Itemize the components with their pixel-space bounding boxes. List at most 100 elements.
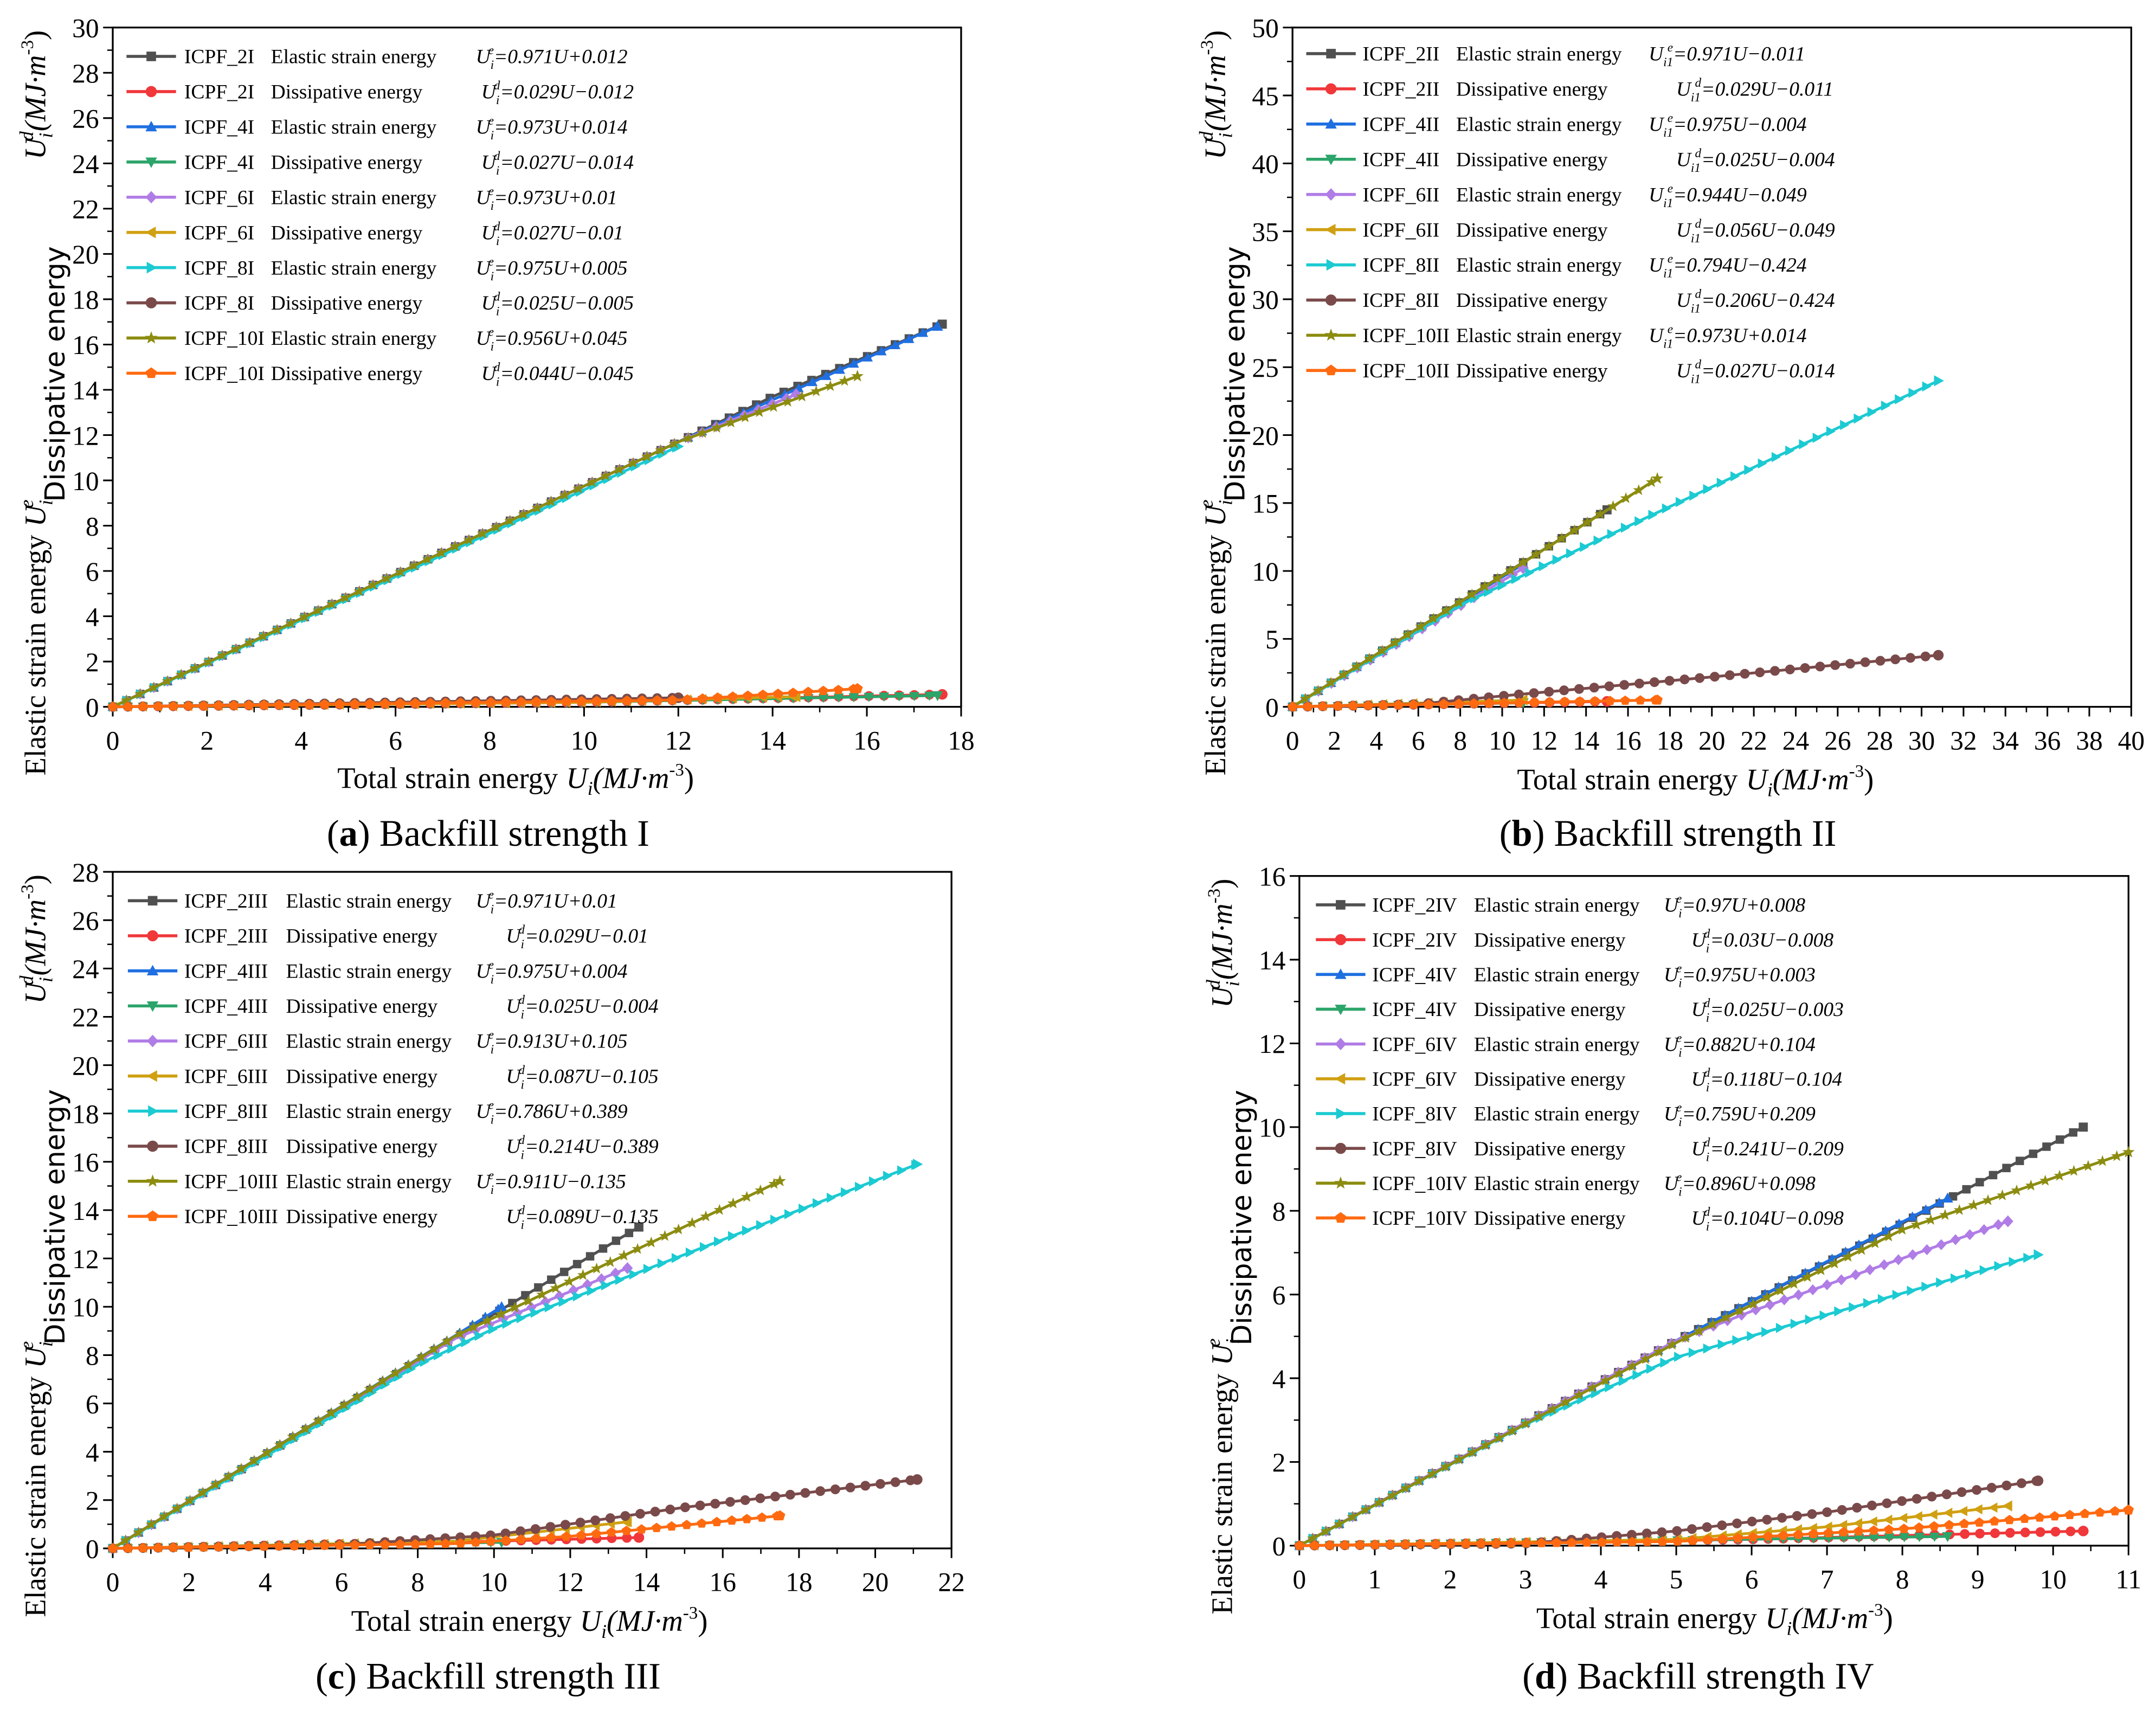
legend-item[interactable]: ICPF_4II Elastic strain energy Ui1e​=0.975… xyxy=(1306,111,1807,140)
circle-marker xyxy=(1589,683,1599,693)
diamond-marker xyxy=(145,191,157,204)
legend-item[interactable]: ICPF_6IV Dissipative energy Uid​=0.118U−0.… xyxy=(1316,1066,1842,1095)
legend-item[interactable]: ICPF_10I Dissipative energy Uid​=0.044U−0.… xyxy=(126,361,634,389)
symbol-var: U xyxy=(476,187,492,209)
y-axis-label-overlay: Dissipative energy xyxy=(1219,246,1251,502)
circle-marker xyxy=(1559,685,1569,696)
diamond-marker xyxy=(1750,1304,1761,1316)
caption-title: Backfill strength III xyxy=(366,1656,661,1697)
legend-item[interactable]: ICPF_6II Elastic strain energy Ui1e​=0.944… xyxy=(1306,182,1807,210)
equation-rhs: =0.206U−0.424 xyxy=(1701,290,1835,312)
symbol-sup: e xyxy=(488,255,494,269)
legend-item[interactable]: ICPF_8II Dissipative energy Ui1d​=0.206U−0… xyxy=(1306,287,1835,316)
triangle-down-marker xyxy=(1335,1005,1347,1015)
x-tick-label: 36 xyxy=(2034,725,2061,755)
pentagon-marker xyxy=(471,1537,481,1547)
pentagon-marker xyxy=(637,695,647,705)
legend-item[interactable]: ICPF_4IV Elastic strain energy Uie​=0.975U… xyxy=(1316,961,1816,990)
series-line xyxy=(1298,1253,2039,1547)
legend-item[interactable]: ICPF_4III Dissipative energy Uid​=0.025U−0… xyxy=(127,993,659,1022)
legend-item[interactable]: ICPF_2I Elastic strain energy Uie​=0.971U+… xyxy=(126,43,628,72)
pentagon-marker xyxy=(365,1539,375,1550)
legend-item[interactable]: ICPF_6III Elastic strain energy Uie​=0.913… xyxy=(127,1028,628,1057)
symbol-sup: e xyxy=(488,958,494,972)
legend-item[interactable]: ICPF_2II Elastic strain energy Ui1e​=0.971… xyxy=(1306,41,1805,69)
legend-item[interactable]: ICPF_8III Dissipative energy Uid​=0.214U−0… xyxy=(127,1133,659,1162)
circle-marker xyxy=(1747,1516,1757,1527)
triangle-down-marker xyxy=(146,1001,159,1012)
unit-exponent: -3 xyxy=(669,761,684,780)
legend-item[interactable]: ICPF_4III Elastic strain energy Uie​=0.975… xyxy=(127,958,628,987)
y-axis-label-elastic: Elastic strain energy Uie xyxy=(1195,499,1237,775)
legend-item[interactable]: ICPF_8II Elastic strain energy Ui1e​=0.794… xyxy=(1306,252,1807,281)
star-marker xyxy=(1666,1339,1678,1350)
pentagon-marker xyxy=(198,700,209,710)
star-marker xyxy=(351,1391,363,1402)
legend-item[interactable]: ICPF_8III Elastic strain energy Uie​=0.786… xyxy=(127,1098,628,1127)
star-marker xyxy=(2054,1169,2065,1181)
legend-energy-type: Elastic strain energy xyxy=(271,117,437,139)
circle-marker xyxy=(2016,1478,2026,1488)
legend-item[interactable]: ICPF_10III Elastic strain energy Uie​=0.91… xyxy=(127,1168,626,1197)
legend-item[interactable]: ICPF_6IV Elastic strain energy Uie​=0.882U… xyxy=(1316,1031,1816,1060)
symbol-sub: i1 xyxy=(1663,196,1673,210)
y-tick-label: 20 xyxy=(1252,421,1278,451)
y-tick-label: 12 xyxy=(1259,1029,1285,1059)
pentagon-marker xyxy=(1317,701,1328,711)
legend-item[interactable]: ICPF_4I Elastic strain energy Uie​=0.973U+… xyxy=(126,114,628,143)
legend-item[interactable]: ICPF_10IV Elastic strain energy Uie​=0.896… xyxy=(1316,1170,1816,1199)
legend-equation: Ui1e​=0.944U−0.049 xyxy=(1649,182,1807,210)
star-marker xyxy=(441,1335,453,1346)
star-marker xyxy=(300,1423,312,1434)
pentagon-marker xyxy=(591,696,602,705)
legend-sample-name: ICPF_10IV xyxy=(1372,1173,1467,1195)
legend-item[interactable]: ICPF_6I Dissipative energy Uid​=0.027U−0.0… xyxy=(126,220,623,248)
legend-energy-type: Elastic strain energy xyxy=(1456,43,1622,66)
legend-item[interactable]: ICPF_6I Elastic strain energy Uie​=0.973U+… xyxy=(126,184,617,213)
legend-item[interactable]: ICPF_4I Dissipative energy Uid​=0.027U−0.0… xyxy=(126,149,634,178)
symbol-sup: e xyxy=(1668,111,1673,125)
unit-close: ) xyxy=(684,761,694,794)
star-marker xyxy=(1594,508,1606,519)
star-marker xyxy=(2082,1160,2094,1171)
x-tick-label: 14 xyxy=(759,725,786,755)
symbol-var: U xyxy=(506,995,522,1018)
legend-item[interactable]: ICPF_2IV Dissipative energy Uid​=0.03U−0.0… xyxy=(1316,927,1833,955)
symbol-sup: e xyxy=(1195,499,1217,508)
star-marker xyxy=(604,1256,616,1267)
triangle-down-marker xyxy=(145,157,157,168)
symbol-sup: e xyxy=(488,888,494,902)
legend-item[interactable]: ICPF_8IV Dissipative energy Uid​=0.241U−0.… xyxy=(1316,1135,1844,1164)
legend-sample-name: ICPF_8IV xyxy=(1372,1103,1457,1126)
legend-item[interactable]: ICPF_8IV Elastic strain energy Uie​=0.759U… xyxy=(1316,1101,1816,1129)
legend-item[interactable]: ICPF_10I Elastic strain energy Uie​=0.956U… xyxy=(126,325,628,354)
legend-equation: Ui1e​=0.975U−0.004 xyxy=(1649,111,1807,140)
symbol-sub: i xyxy=(520,937,524,952)
pentagon-marker xyxy=(546,696,557,706)
legend-equation: Uid​=0.025U−0.004 xyxy=(506,993,658,1022)
legend-item[interactable]: ICPF_4IV Dissipative energy Uid​=0.025U−0.… xyxy=(1316,997,1844,1025)
legend-item[interactable]: ICPF_2IV Elastic strain energy Uie​=0.97U+… xyxy=(1316,892,1805,921)
legend-item[interactable]: ICPF_10IV Dissipative energy Uid​=0.104U−0… xyxy=(1316,1205,1844,1234)
y-axis-unit: (MJ·m xyxy=(1206,903,1239,980)
legend-item[interactable]: ICPF_2III Elastic strain energy Uie​=0.971… xyxy=(127,888,617,917)
legend-item[interactable]: ICPF_10III Dissipative energy Uid​=0.089U−… xyxy=(127,1204,659,1232)
y-tick-label: 30 xyxy=(1252,285,1278,315)
legend-item[interactable]: ICPF_8I Dissipative energy Uid​=0.025U−0.0… xyxy=(126,290,634,319)
star-marker xyxy=(210,1478,222,1490)
equation-rhs: =0.97U+0.008 xyxy=(1682,895,1805,917)
legend-item[interactable]: ICPF_8I Elastic strain energy Uie​=0.975U+… xyxy=(126,255,628,284)
legend-item[interactable]: ICPF_2II Dissipative energy Ui1d​=0.029U−0… xyxy=(1306,76,1833,105)
legend-item[interactable]: ICPF_4II Dissipative energy Ui1d​=0.025U−0… xyxy=(1306,146,1835,175)
symbol-var: U xyxy=(19,1345,52,1368)
legend-item[interactable]: ICPF_2I Dissipative energy Uid​=0.029U−0.0… xyxy=(126,79,634,107)
legend-item[interactable]: ICPF_2III Dissipative energy Uid​=0.029U−0… xyxy=(127,923,648,952)
triangle-up-marker xyxy=(848,358,859,368)
symbol-var: U xyxy=(1676,149,1692,171)
legend-item[interactable]: ICPF_10II Dissipative energy Ui1d​=0.027U−… xyxy=(1306,357,1835,387)
circle-marker xyxy=(1986,1482,1997,1493)
legend-item[interactable]: ICPF_10II Elastic strain energy Ui1e​=0.97… xyxy=(1306,323,1807,351)
series-ICPF_10III-elastic xyxy=(107,1174,787,1553)
legend-item[interactable]: ICPF_6II Dissipative energy Ui1d​=0.056U−0… xyxy=(1306,217,1835,246)
legend-item[interactable]: ICPF_6III Dissipative energy Uid​=0.087U−0… xyxy=(127,1063,659,1092)
